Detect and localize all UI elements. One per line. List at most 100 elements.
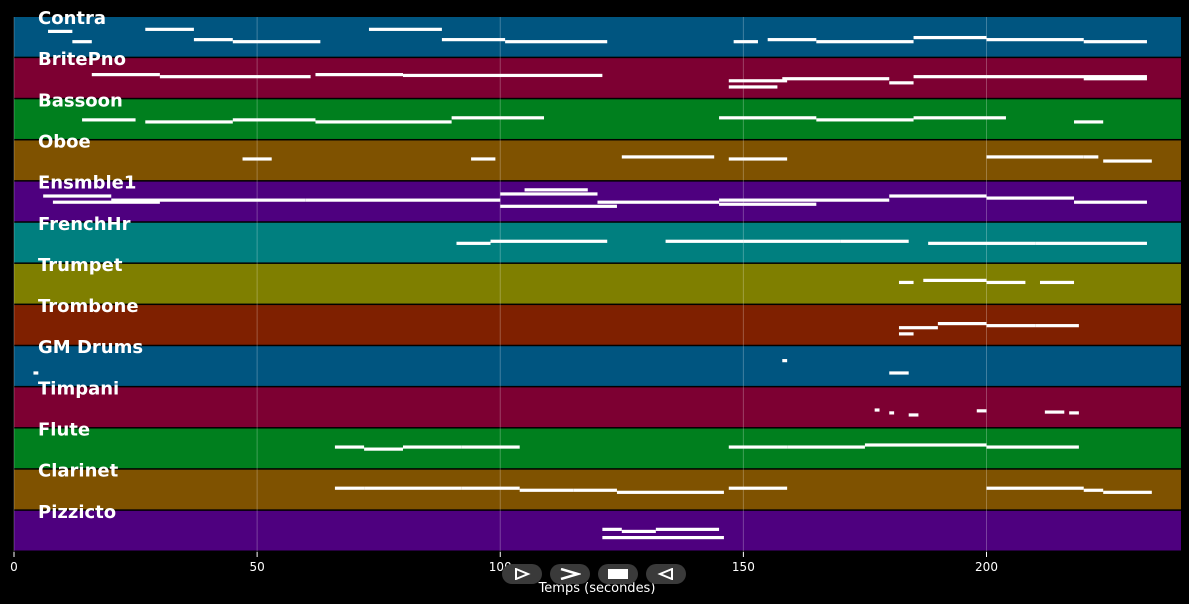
note-segment <box>145 120 233 124</box>
note-segment <box>616 490 724 494</box>
x-tick-label: 150 <box>732 560 755 574</box>
note-segment <box>461 445 520 449</box>
note-segment <box>928 241 1036 245</box>
note-segment <box>986 445 1079 449</box>
note-segment <box>719 202 817 206</box>
note-segment <box>403 73 603 78</box>
track-label: Flute <box>38 420 90 441</box>
note-segment <box>864 443 987 447</box>
note-segment <box>403 486 462 490</box>
note-segment <box>72 40 92 44</box>
note-segment <box>1074 120 1104 124</box>
x-tick-label: 50 <box>249 560 264 574</box>
note-segment <box>451 116 545 120</box>
track-label: Timpani <box>38 378 119 399</box>
track-label: FrenchHr <box>38 214 131 235</box>
note-segment <box>655 527 720 531</box>
note-segment <box>602 535 724 540</box>
track-lane <box>14 17 1181 57</box>
note-segment <box>159 75 311 79</box>
stop-button[interactable] <box>598 564 638 584</box>
note-segment <box>816 118 914 122</box>
note-segment <box>461 486 520 490</box>
note-segment <box>874 408 880 412</box>
note-segment <box>524 188 588 192</box>
fast-forward-button[interactable] <box>550 564 590 584</box>
note-segment <box>1039 280 1075 285</box>
rewind-button[interactable] <box>646 564 686 584</box>
track-label: Ensmble1 <box>38 173 136 194</box>
note-segment <box>913 75 1147 79</box>
note-segment <box>403 445 462 449</box>
note-segment <box>782 77 890 81</box>
note-segment <box>1035 324 1079 328</box>
note-segment <box>315 120 452 124</box>
note-segment <box>889 194 987 198</box>
note-segment <box>937 321 987 326</box>
x-axis-label: Temps (secondes) <box>538 581 656 596</box>
note-segment <box>33 371 39 375</box>
note-segment <box>728 486 788 490</box>
play-button[interactable] <box>502 564 542 584</box>
rewind-icon <box>657 568 673 580</box>
note-segment <box>913 116 1006 120</box>
note-segment <box>232 118 316 122</box>
note-segment <box>782 359 788 363</box>
note-segment <box>986 324 1036 328</box>
note-segment <box>1083 77 1147 81</box>
note-segment <box>908 413 919 417</box>
note-segment <box>719 198 890 202</box>
track-label: GM Drums <box>38 337 143 358</box>
note-segment <box>898 326 938 330</box>
note-segment <box>923 278 987 282</box>
note-segment <box>986 486 1084 490</box>
note-segment <box>456 241 491 245</box>
x-tick-label: 0 <box>10 560 18 574</box>
note-segment <box>728 85 778 89</box>
note-segment <box>976 409 987 413</box>
note-segment <box>602 527 622 531</box>
track-label: Clarinet <box>38 461 119 482</box>
note-segment <box>898 332 914 336</box>
track-lane <box>14 346 1181 386</box>
note-segment <box>500 204 617 208</box>
track-lane <box>14 140 1181 181</box>
note-segment <box>889 371 909 375</box>
note-segment <box>91 73 160 77</box>
note-segment <box>1074 200 1147 204</box>
note-segment <box>1083 40 1147 44</box>
stop-icon <box>608 569 628 579</box>
fast-forward-icon <box>560 568 581 580</box>
note-segment <box>889 411 895 415</box>
track-label: Bassoon <box>38 90 123 111</box>
note-segment <box>986 155 1084 159</box>
note-segment <box>986 280 1026 285</box>
x-tick-label: 200 <box>975 560 998 574</box>
note-segment <box>193 38 233 42</box>
note-segment <box>52 200 160 204</box>
note-segment <box>471 157 496 161</box>
note-segment <box>733 40 758 44</box>
note-segment <box>242 157 272 161</box>
note-segment <box>743 239 841 243</box>
note-segment <box>767 38 817 42</box>
note-segment <box>597 200 720 204</box>
note-segment <box>719 116 817 120</box>
note-segment <box>368 27 442 31</box>
track-label: Pizzicto <box>38 502 116 523</box>
note-segment <box>840 239 909 243</box>
note-segment <box>621 155 715 159</box>
note-segment <box>519 488 574 492</box>
track-lane <box>14 387 1181 428</box>
note-segment <box>232 40 321 44</box>
note-segment <box>1083 488 1104 492</box>
track-label: Contra <box>38 8 106 29</box>
track-lane <box>14 510 1181 551</box>
note-segment <box>787 445 865 449</box>
note-segment <box>315 73 403 77</box>
track-label: Trombone <box>38 296 139 317</box>
note-segment <box>1083 155 1099 159</box>
note-segment <box>1103 159 1152 163</box>
note-segment <box>441 38 506 42</box>
